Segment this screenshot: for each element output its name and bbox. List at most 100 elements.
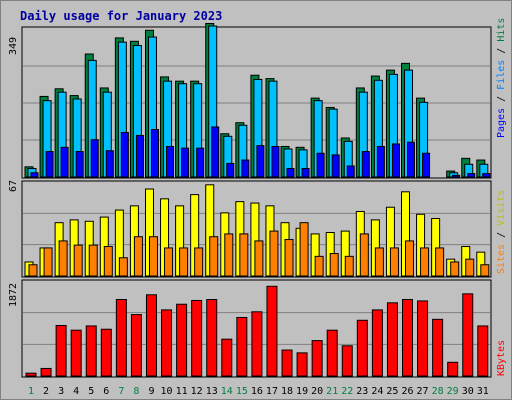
kbytes-bar — [447, 361, 459, 377]
sites-bar — [405, 240, 414, 277]
pages-bar — [90, 139, 99, 178]
top-ymax-label: 349 — [8, 37, 19, 55]
legend-entry: Sites — [496, 244, 507, 274]
pages-bar — [75, 151, 84, 178]
day-label: 9 — [148, 386, 154, 397]
day-label: 27 — [417, 386, 429, 397]
pages-bar — [226, 162, 235, 178]
pages-bar — [286, 168, 295, 178]
day-label: 13 — [206, 386, 218, 397]
sites-bar — [299, 222, 309, 277]
pages-bar — [150, 129, 159, 178]
sites-bar — [420, 247, 430, 277]
sites-bar — [254, 240, 264, 277]
sites-bar — [133, 236, 143, 277]
day-label: 22 — [341, 386, 353, 397]
day-label: 7 — [118, 386, 124, 397]
day-label: 12 — [191, 386, 203, 397]
kbytes-bar — [161, 309, 173, 377]
middle-ymax-label: 67 — [8, 180, 19, 192]
day-label: 19 — [296, 386, 308, 397]
kbytes-bar — [206, 299, 218, 377]
kbytes-bar — [356, 319, 368, 377]
sites-bar — [88, 244, 98, 277]
sites-bar — [118, 257, 128, 277]
sites-bar — [344, 255, 354, 277]
legend-entry: Pages — [496, 108, 507, 138]
sites-bar — [314, 255, 324, 277]
kbytes-bar — [115, 299, 127, 377]
pages-bar — [346, 165, 355, 178]
kbytes-bar — [477, 325, 489, 377]
day-label: 14 — [221, 386, 233, 397]
bars — [24, 22, 491, 377]
top-legend: Pages / Files / Hits — [496, 18, 507, 138]
day-label: 17 — [266, 386, 278, 397]
kbytes-bar — [191, 299, 203, 377]
legend-entry: / — [496, 226, 507, 244]
day-label: 1 — [28, 386, 34, 397]
sites-bar — [239, 233, 249, 277]
legend-entry: KBytes — [496, 340, 507, 376]
kbytes-bar — [40, 367, 52, 377]
pages-bar — [376, 145, 385, 178]
pages-bar — [467, 173, 476, 178]
day-label: 11 — [176, 386, 188, 397]
legend: Pages / Files / Hits Sites / Visits KBytes — [496, 18, 507, 376]
kbytes-bar — [130, 314, 142, 377]
legend-entry: Files — [496, 60, 507, 90]
pages-bar — [331, 154, 340, 178]
day-label: 31 — [477, 386, 489, 397]
day-label: 10 — [161, 386, 173, 397]
sites-bar — [179, 247, 189, 277]
kbytes-bar — [266, 285, 278, 377]
sites-bar — [465, 258, 475, 277]
pages-bar — [482, 173, 491, 178]
day-labels: 1 2 3 4 5 6 7 8 9 10 11 12 13 14 15 16 17 18 19 20 21 22 23 24 2… — [28, 386, 489, 397]
kbytes-bar — [432, 318, 444, 377]
pages-bar — [30, 172, 39, 178]
pages-bar — [211, 126, 220, 178]
legend-entry: / — [496, 42, 507, 60]
kbytes-bar — [386, 302, 398, 377]
kbytes-bar — [70, 329, 82, 377]
day-label: 8 — [133, 386, 139, 397]
sites-bar — [28, 264, 38, 277]
pages-bar — [422, 152, 431, 178]
pages-bar — [166, 145, 175, 178]
day-label: 23 — [356, 386, 368, 397]
day-label: 18 — [281, 386, 293, 397]
kbytes-bar — [311, 340, 323, 377]
kbytes-bar — [417, 300, 429, 377]
sites-bar — [224, 233, 234, 277]
kbytes-bar — [281, 349, 293, 377]
pages-bar — [241, 159, 250, 178]
kbytes-bar — [85, 325, 97, 377]
kbytes-bar — [341, 345, 353, 377]
legend-entry: Visits — [496, 190, 507, 226]
day-label: 21 — [326, 386, 338, 397]
day-label: 15 — [236, 386, 248, 397]
day-label: 29 — [447, 386, 459, 397]
day-label: 5 — [88, 386, 94, 397]
day-label: 6 — [103, 386, 109, 397]
pages-bar — [361, 151, 370, 178]
sites-bar — [194, 247, 204, 277]
middle-legend: Sites / Visits — [496, 190, 507, 274]
sites-bar — [374, 247, 384, 277]
sites-bar — [164, 247, 174, 277]
pages-bar — [105, 150, 114, 178]
bottom-legend: KBytes — [496, 340, 507, 376]
kbytes-bar — [251, 311, 263, 377]
sites-bar — [435, 247, 445, 277]
kbytes-bar — [25, 372, 37, 377]
legend-entry: Hits — [496, 18, 507, 42]
day-label: 3 — [58, 386, 64, 397]
day-label: 30 — [462, 386, 474, 397]
day-label: 24 — [371, 386, 383, 397]
day-label: 4 — [73, 386, 79, 397]
pages-bar — [196, 147, 205, 178]
pages-bar — [271, 145, 280, 178]
